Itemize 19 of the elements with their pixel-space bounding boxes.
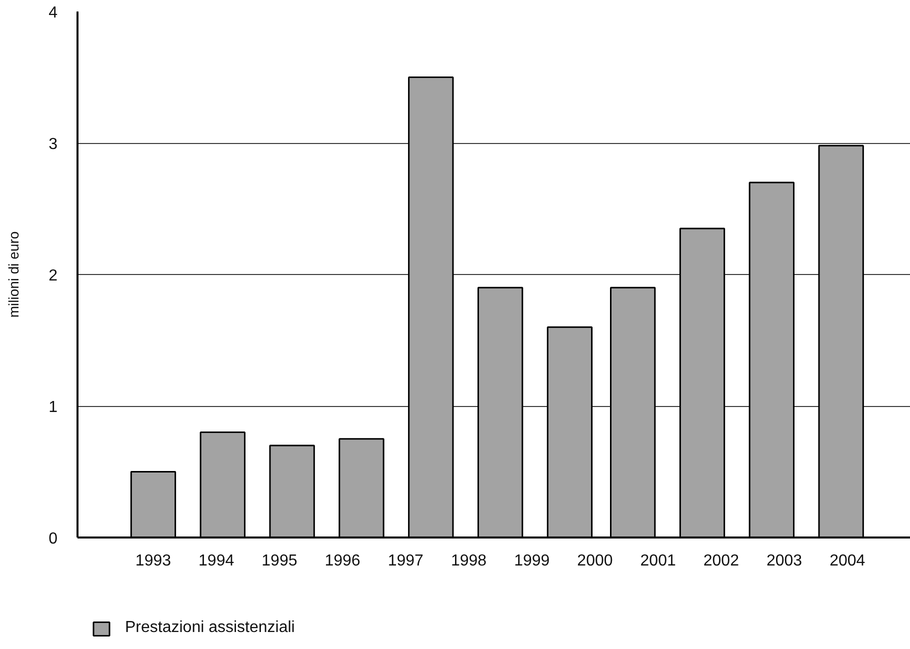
- x-tick-label: 2004: [830, 552, 866, 570]
- x-tick-label: 1995: [262, 552, 298, 570]
- y-tick-label: 2: [48, 268, 58, 284]
- y-tick-label: 0: [48, 530, 58, 548]
- x-tick-label: 2000: [577, 552, 613, 570]
- x-tick-label: 2003: [766, 552, 802, 570]
- x-tick-label: 1996: [324, 552, 360, 570]
- x-tick-label: 1994: [198, 552, 234, 570]
- legend-label: Prestazioni assistenziali: [125, 619, 295, 637]
- x-tick-label: 2001: [640, 552, 676, 570]
- x-tick-label: 1993: [135, 552, 172, 570]
- x-tick-label: 2002: [703, 552, 740, 570]
- y-tick-label: 1: [48, 399, 58, 416]
- y-tick-label: 4: [48, 4, 58, 22]
- y-axis-title: milioni di euro: [6, 231, 22, 318]
- x-tick-label: 1999: [514, 552, 550, 570]
- y-tick-label: 3: [48, 136, 58, 153]
- x-tick-label: 1998: [450, 552, 487, 570]
- x-tick-label: 1997: [388, 552, 424, 570]
